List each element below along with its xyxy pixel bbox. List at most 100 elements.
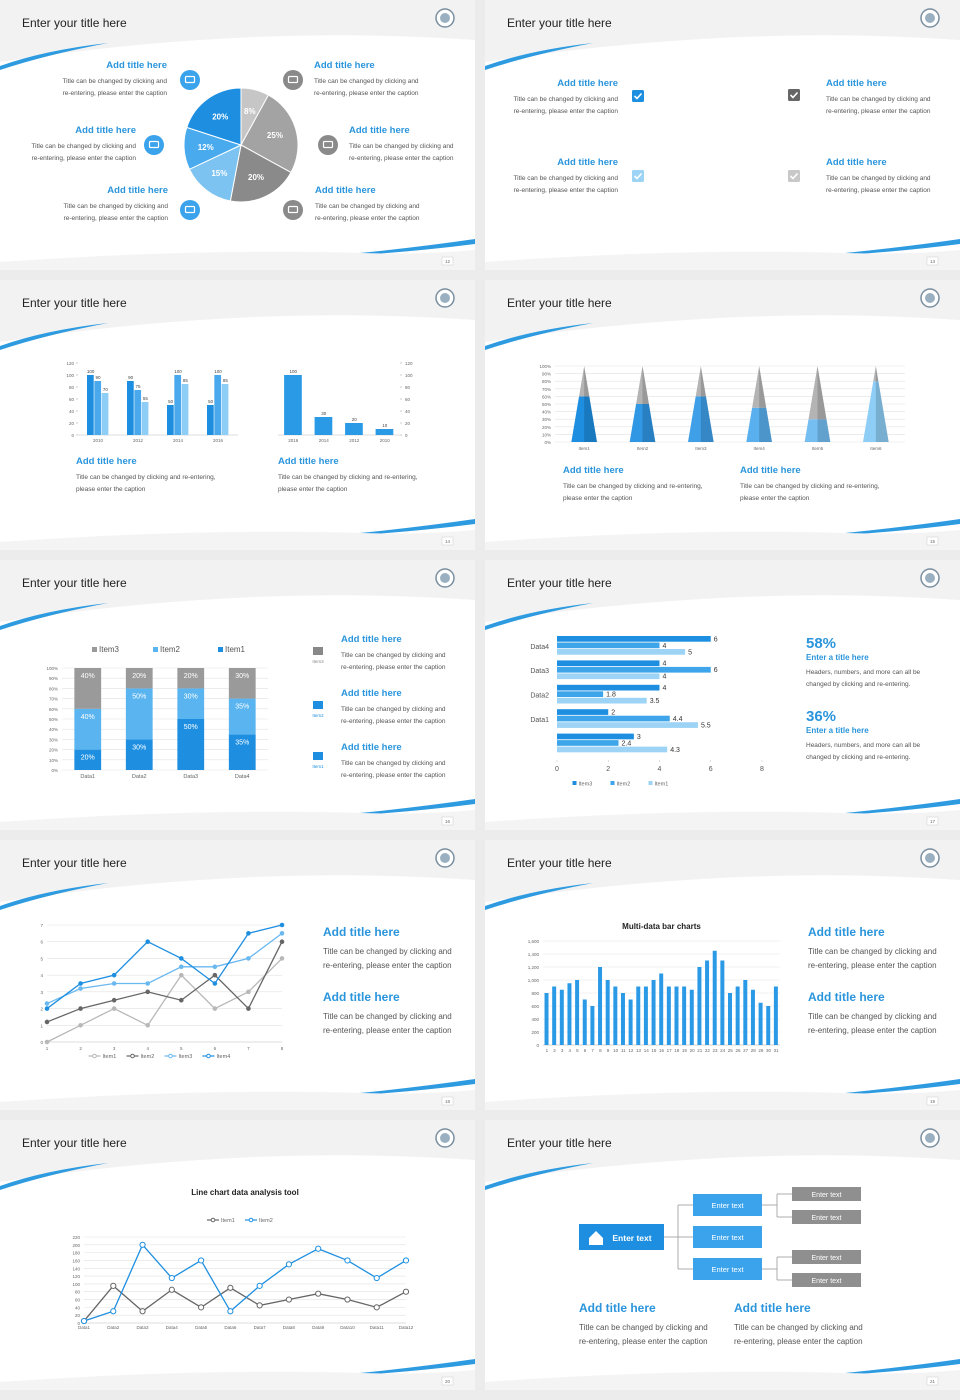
page-number: 20	[445, 1379, 451, 1384]
y-tick-label: 0	[405, 433, 408, 438]
data-label: 4	[663, 674, 667, 681]
data-label: 20%	[81, 755, 95, 762]
y-tick-label: 220	[72, 1235, 80, 1240]
item-caption: Title can be changed by clicking and	[63, 203, 168, 210]
y-tick-label: 120	[72, 1274, 80, 1279]
bar	[643, 986, 648, 1045]
checkmark	[789, 91, 799, 99]
item-caption: re-entering, please enter the caption	[514, 108, 619, 115]
item-caption: Title can be changed by clicking and	[314, 78, 419, 85]
y-tick-label: 600	[531, 1004, 539, 1009]
pyramid-shade	[584, 366, 597, 442]
legend-marker	[206, 1053, 211, 1059]
item-caption: Title can be changed by clicking and	[341, 652, 446, 659]
bar	[575, 980, 580, 1045]
branch-label: Enter text	[711, 1265, 744, 1274]
logo-inner	[925, 573, 935, 583]
item-heading: Add title here	[323, 925, 400, 939]
line-marker	[178, 997, 184, 1003]
x-tick-label: 13	[636, 1048, 642, 1053]
line-marker	[139, 1241, 146, 1248]
x-tick-label: 2012	[349, 438, 360, 443]
y-tick-label: 120	[66, 361, 74, 366]
legend-label: Item4	[217, 1054, 231, 1060]
x-tick-label: 2016	[213, 438, 224, 443]
legend-label: Item1	[221, 1218, 235, 1224]
y-tick-label: 20	[69, 421, 75, 426]
bar-segment	[74, 708, 102, 750]
line-marker	[78, 1022, 83, 1028]
x-tick-label: 11	[621, 1048, 626, 1053]
x-tick-label: 16	[659, 1048, 665, 1053]
y-tick-label: 2	[40, 1007, 43, 1012]
footer-band	[485, 530, 960, 550]
x-tick-label: 6	[584, 1048, 587, 1053]
header-band	[0, 840, 475, 902]
line-marker	[256, 1302, 263, 1309]
root-label: Enter text	[612, 1233, 651, 1243]
footer-band	[0, 530, 475, 550]
line-marker	[373, 1304, 380, 1311]
y-tick-label: 70%	[49, 697, 58, 702]
item-heading: Add title here	[349, 125, 410, 136]
icon-glyph	[148, 140, 160, 149]
y-tick-label: 80%	[542, 379, 551, 384]
item-heading: Add title here	[314, 60, 375, 71]
legend-swatch	[610, 781, 615, 785]
page-box	[441, 1096, 454, 1106]
bar	[127, 381, 134, 435]
data-label: 3.5	[650, 698, 660, 705]
footer-band	[0, 250, 475, 270]
y-tick-label: 6	[40, 940, 43, 945]
item-caption: Title can be changed by clicking and	[513, 96, 618, 103]
pyramid-shade	[700, 366, 714, 442]
x-tick-label: Item6	[870, 446, 882, 451]
icon-label: Item1	[312, 764, 324, 769]
slide-title: Enter your title here	[22, 296, 127, 310]
item-heading: Add title here	[808, 990, 885, 1004]
header-band	[0, 560, 475, 622]
bar	[697, 967, 702, 1045]
data-label: 6	[714, 636, 718, 643]
y-tick-label: 20	[405, 421, 411, 426]
y-tick-label: 50%	[49, 717, 58, 722]
item-caption: Title can be changed by clicking and	[513, 175, 618, 182]
legend-label: Item3	[99, 645, 120, 654]
data-label: 50	[168, 399, 174, 404]
bar	[705, 960, 710, 1045]
bar	[605, 980, 610, 1045]
y-tick-label: 1,000	[528, 978, 540, 983]
footer-band	[0, 810, 475, 830]
x-tick-label: 8	[599, 1048, 602, 1053]
y-tick-label: Data3	[530, 668, 549, 675]
header-band	[485, 280, 960, 342]
logo-inner	[925, 1133, 935, 1143]
item-caption: re-entering, please enter the caption	[323, 1026, 452, 1035]
line-marker	[44, 1001, 50, 1006]
y-tick-label: 200	[72, 1243, 80, 1248]
bar	[666, 986, 671, 1045]
item-caption: please enter the caption	[740, 495, 810, 502]
line-marker	[78, 986, 83, 991]
y-tick-label: 140	[72, 1266, 80, 1271]
bar	[598, 967, 603, 1045]
x-tick-label: 9	[607, 1048, 610, 1053]
icon	[313, 647, 323, 655]
slide: Enter your title here1402040608010012020…	[0, 280, 475, 550]
page-box	[441, 1376, 454, 1386]
y-tick-label: 70%	[542, 387, 551, 392]
x-tick-label: 8	[281, 1046, 284, 1051]
leaf-box	[792, 1273, 861, 1287]
x-tick-label: 2	[553, 1048, 556, 1053]
item-caption: Title can be changed by clicking and	[734, 1323, 863, 1332]
y-tick-label: 60%	[49, 707, 58, 712]
x-tick-label: 19	[682, 1048, 688, 1053]
stat-caption: changed by clicking and re-entering.	[806, 681, 911, 688]
data-label: 40%	[81, 673, 95, 680]
legend-marker	[210, 1217, 216, 1223]
footer-swoosh	[845, 1079, 960, 1095]
x-tick-label: 22	[705, 1048, 711, 1053]
branch-box	[693, 1258, 762, 1280]
